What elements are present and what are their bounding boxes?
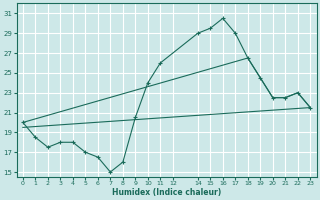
X-axis label: Humidex (Indice chaleur): Humidex (Indice chaleur) — [112, 188, 221, 197]
